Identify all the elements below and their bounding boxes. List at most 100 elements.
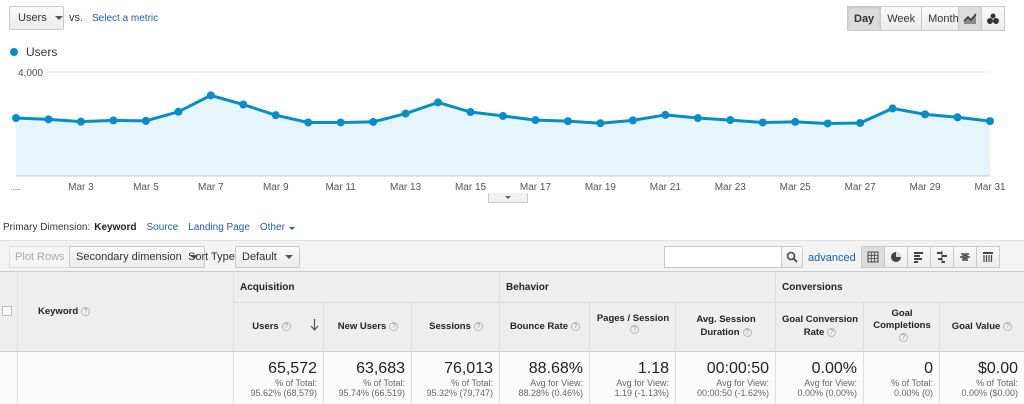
data-point[interactable] (466, 108, 475, 117)
total-value: 63,683 (356, 360, 405, 377)
x-tick-label: Mar 21 (650, 182, 682, 193)
col-header-pages-session[interactable]: Pages / Session? (590, 303, 676, 351)
col-title: Bounce Rate (509, 321, 569, 332)
chevron-down-icon (288, 227, 295, 230)
data-point[interactable] (758, 118, 767, 127)
total-sub-value: 0.00% (0) (893, 388, 933, 398)
x-tick-label: Mar 25 (780, 182, 812, 193)
chart-collapse-handle[interactable] (488, 193, 528, 203)
total-value: 88.68% (528, 360, 583, 377)
data-point[interactable] (986, 117, 994, 126)
x-tick-label: Mar 15 (455, 182, 487, 193)
performance-view-button[interactable] (907, 246, 931, 268)
data-point[interactable] (141, 116, 150, 125)
total-sub-value: 00:00:50 (-1.62%) (696, 388, 769, 398)
group-title: Behavior (506, 282, 549, 293)
x-tick-label: Mar 7 (198, 182, 224, 193)
data-point[interactable] (953, 113, 962, 122)
col-header-sessions[interactable]: Sessions? (412, 303, 500, 351)
term-cloud-view-button[interactable] (953, 246, 977, 268)
primary-dimension-current: Keyword (94, 222, 137, 233)
data-view-button[interactable] (861, 246, 885, 268)
range-day-button[interactable]: Day (847, 6, 882, 31)
data-point[interactable] (109, 116, 118, 125)
total-sub-label: Avg for View: (530, 378, 583, 388)
chart-legend: Users (10, 45, 57, 59)
total-sub-label: % of Total: (891, 378, 933, 388)
table-toolbar: Plot Rows Secondary dimension Sort Type:… (0, 240, 1024, 271)
data-point[interactable] (531, 116, 540, 125)
data-point[interactable] (661, 110, 670, 119)
data-point[interactable] (239, 100, 248, 109)
col-header-goal-conversion-rate[interactable]: Goal Conversion Rate? (776, 303, 864, 351)
select-metric-link[interactable]: Select a metric (92, 13, 159, 24)
total-sub-value: 0.00% (0.00%) (797, 388, 857, 398)
data-point[interactable] (856, 118, 865, 127)
help-icon: ? (81, 306, 91, 316)
total-cell-sessions: 76,013 % of Total: 95.32% (79,747) (412, 352, 500, 404)
data-point[interactable] (401, 109, 410, 118)
data-point[interactable] (563, 117, 572, 126)
col-title: New Users (337, 321, 387, 332)
data-point[interactable] (823, 119, 832, 128)
total-cell-bounce-rate: 88.68% Avg for View: 88.28% (0.46%) (500, 352, 590, 404)
select-all-checkbox[interactable] (2, 306, 12, 316)
data-point[interactable] (921, 110, 930, 119)
x-tick-label: Mar 27 (845, 182, 877, 193)
data-point[interactable] (888, 104, 897, 113)
conversions-group-header: Conversions (776, 272, 1024, 303)
metric-dropdown[interactable]: Users (9, 6, 64, 30)
behavior-group-header: Behavior (500, 272, 776, 303)
comparison-view-button[interactable] (930, 246, 954, 268)
sort-type-dropdown[interactable]: Default (235, 246, 300, 268)
range-week-button[interactable]: Week (880, 6, 923, 31)
data-point[interactable] (174, 107, 183, 116)
plot-rows-button[interactable]: Plot Rows (9, 246, 71, 268)
col-header-users[interactable]: Users? (234, 303, 324, 351)
acquisition-group-header: Acquisition (234, 272, 500, 303)
search-button[interactable] (781, 246, 803, 268)
data-point[interactable] (12, 114, 20, 123)
data-point[interactable] (596, 119, 605, 128)
col-header-goal-value[interactable]: Goal Value? (940, 303, 1024, 351)
percentage-view-button[interactable] (884, 246, 908, 268)
data-point[interactable] (271, 111, 280, 120)
table-search-input[interactable] (664, 246, 782, 268)
legend-swatch (10, 48, 18, 56)
data-point[interactable] (434, 98, 443, 107)
col-header-goal-completions[interactable]: Goal Completions? (864, 303, 940, 351)
col-header-new-users[interactable]: New Users? (324, 303, 412, 351)
dimension-landing-page-link[interactable]: Landing Page (188, 222, 250, 233)
line-chart-button[interactable] (958, 6, 982, 31)
data-point[interactable] (791, 117, 800, 126)
total-value: $0.00 (977, 360, 1018, 377)
data-point[interactable] (726, 116, 735, 125)
dimension-header-cell[interactable]: Keyword? (18, 272, 234, 351)
data-point[interactable] (336, 118, 345, 127)
data-point[interactable] (76, 117, 85, 126)
primary-dimension-bar: Primary Dimension: Keyword Source Landin… (3, 222, 295, 233)
motion-chart-button[interactable] (981, 6, 1005, 31)
data-point[interactable] (628, 116, 637, 125)
chevron-down-icon (284, 255, 293, 259)
col-header-avg-session-duration[interactable]: Avg. Session Duration? (676, 303, 776, 351)
total-sub-label: % of Total: (451, 378, 493, 388)
x-tick-label: Mar 17 (520, 182, 552, 193)
data-point[interactable] (206, 91, 215, 100)
dimension-source-link[interactable]: Source (146, 222, 179, 233)
col-header-bounce-rate[interactable]: Bounce Rate? (500, 303, 590, 351)
secondary-dimension-dropdown[interactable]: Secondary dimension (69, 246, 205, 268)
col-title: Sessions (429, 321, 471, 332)
data-point[interactable] (693, 114, 702, 123)
pivot-view-button[interactable] (976, 246, 1000, 268)
data-point[interactable] (44, 115, 53, 124)
data-point[interactable] (369, 117, 378, 126)
dimension-other-dropdown[interactable]: Other (260, 222, 295, 233)
sort-type-value: Default (242, 251, 277, 263)
area-fill (16, 95, 990, 176)
data-point[interactable] (304, 118, 313, 127)
advanced-filter-link[interactable]: advanced (808, 252, 856, 264)
data-point[interactable] (499, 111, 507, 120)
search-icon (786, 251, 798, 263)
